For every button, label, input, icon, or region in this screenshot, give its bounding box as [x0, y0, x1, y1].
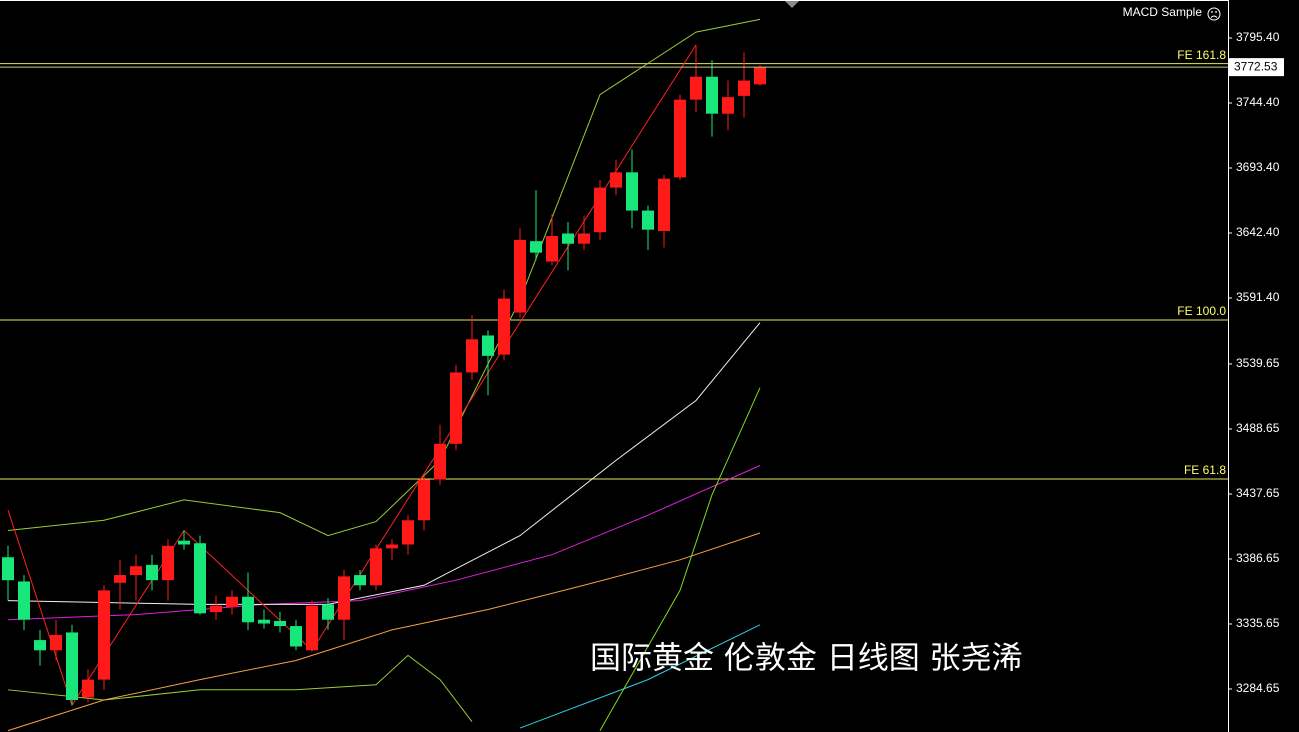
candle-body — [194, 543, 206, 614]
candle-body — [226, 596, 238, 607]
candle-body — [322, 604, 334, 620]
y-tick-label: 3744.40 — [1236, 95, 1280, 109]
candle-body — [674, 99, 686, 178]
candle-body — [482, 335, 494, 356]
indicator-line — [7, 322, 761, 605]
candle-body — [114, 575, 126, 583]
candle-body — [738, 80, 750, 96]
candle-body — [242, 596, 254, 623]
candle-body — [290, 626, 302, 647]
level-label: FE 100.0 — [1177, 304, 1226, 318]
indicator-line — [7, 18, 761, 537]
candle-body — [530, 241, 542, 253]
candle-body — [82, 679, 94, 698]
candle-body — [98, 590, 110, 680]
candle-body — [210, 605, 222, 613]
candle-body — [594, 187, 606, 233]
last-price-box — [1229, 58, 1284, 77]
plot-area — [0, 18, 1228, 732]
candle-body — [130, 566, 142, 576]
candle-body — [418, 479, 430, 521]
candle-body — [386, 544, 398, 549]
level-label: FE 61.8 — [1184, 463, 1226, 477]
candle-body — [498, 298, 510, 355]
candle-body — [626, 172, 638, 211]
candle-body — [610, 172, 622, 188]
last-price-label: 3772.53 — [1234, 59, 1278, 73]
y-tick-label: 3488.65 — [1236, 421, 1280, 435]
y-tick-label: 3284.65 — [1236, 681, 1280, 695]
candle-body — [466, 339, 478, 373]
candle-body — [274, 620, 286, 627]
indicator-line — [7, 654, 473, 722]
indicator-line — [599, 387, 761, 731]
candle-body — [2, 557, 14, 581]
y-tick-label: 3539.65 — [1236, 356, 1280, 370]
candle-body — [658, 178, 670, 231]
level-label: FE 161.8 — [1177, 48, 1226, 62]
candle-body — [370, 548, 382, 586]
y-tick-label: 3437.65 — [1236, 486, 1280, 500]
candle-body — [162, 545, 174, 581]
candle-body — [306, 605, 318, 651]
candle-body — [722, 97, 734, 114]
shift-marker — [785, 1, 799, 8]
candle-body — [338, 576, 350, 620]
candle-body — [562, 233, 574, 244]
candle-body — [434, 443, 446, 480]
watermark: 国际黄金 伦敦金 日线图 张尧浠 — [590, 641, 1023, 677]
candle-body — [402, 520, 414, 545]
indicator-line — [7, 465, 761, 621]
candle-body — [146, 564, 158, 581]
candle-body — [34, 640, 46, 651]
candle-body — [706, 76, 718, 114]
candle-body — [354, 575, 366, 586]
candle-body — [66, 632, 78, 701]
candle-body — [642, 210, 654, 230]
candle-body — [754, 67, 766, 85]
y-tick-label: 3795.40 — [1236, 30, 1280, 44]
y-tick-label: 3335.65 — [1236, 616, 1280, 630]
candle-body — [546, 236, 558, 262]
candle-body — [18, 581, 30, 620]
smiley-icon — [1207, 7, 1221, 21]
candle-body — [578, 233, 590, 244]
y-tick-label: 3693.40 — [1236, 160, 1280, 174]
candle-body — [258, 619, 270, 624]
indicator-line — [519, 624, 761, 729]
y-tick-label: 3386.65 — [1236, 551, 1280, 565]
candle-body — [514, 239, 526, 313]
indicator-label: MACD Sample — [1123, 5, 1203, 19]
candle-body — [690, 76, 702, 100]
y-tick-label: 3642.40 — [1236, 225, 1280, 239]
candle-body — [178, 540, 190, 545]
candle-body — [450, 372, 462, 444]
candle-body — [50, 635, 62, 651]
indicator-line — [7, 532, 761, 732]
y-tick-label: 3591.40 — [1236, 290, 1280, 304]
